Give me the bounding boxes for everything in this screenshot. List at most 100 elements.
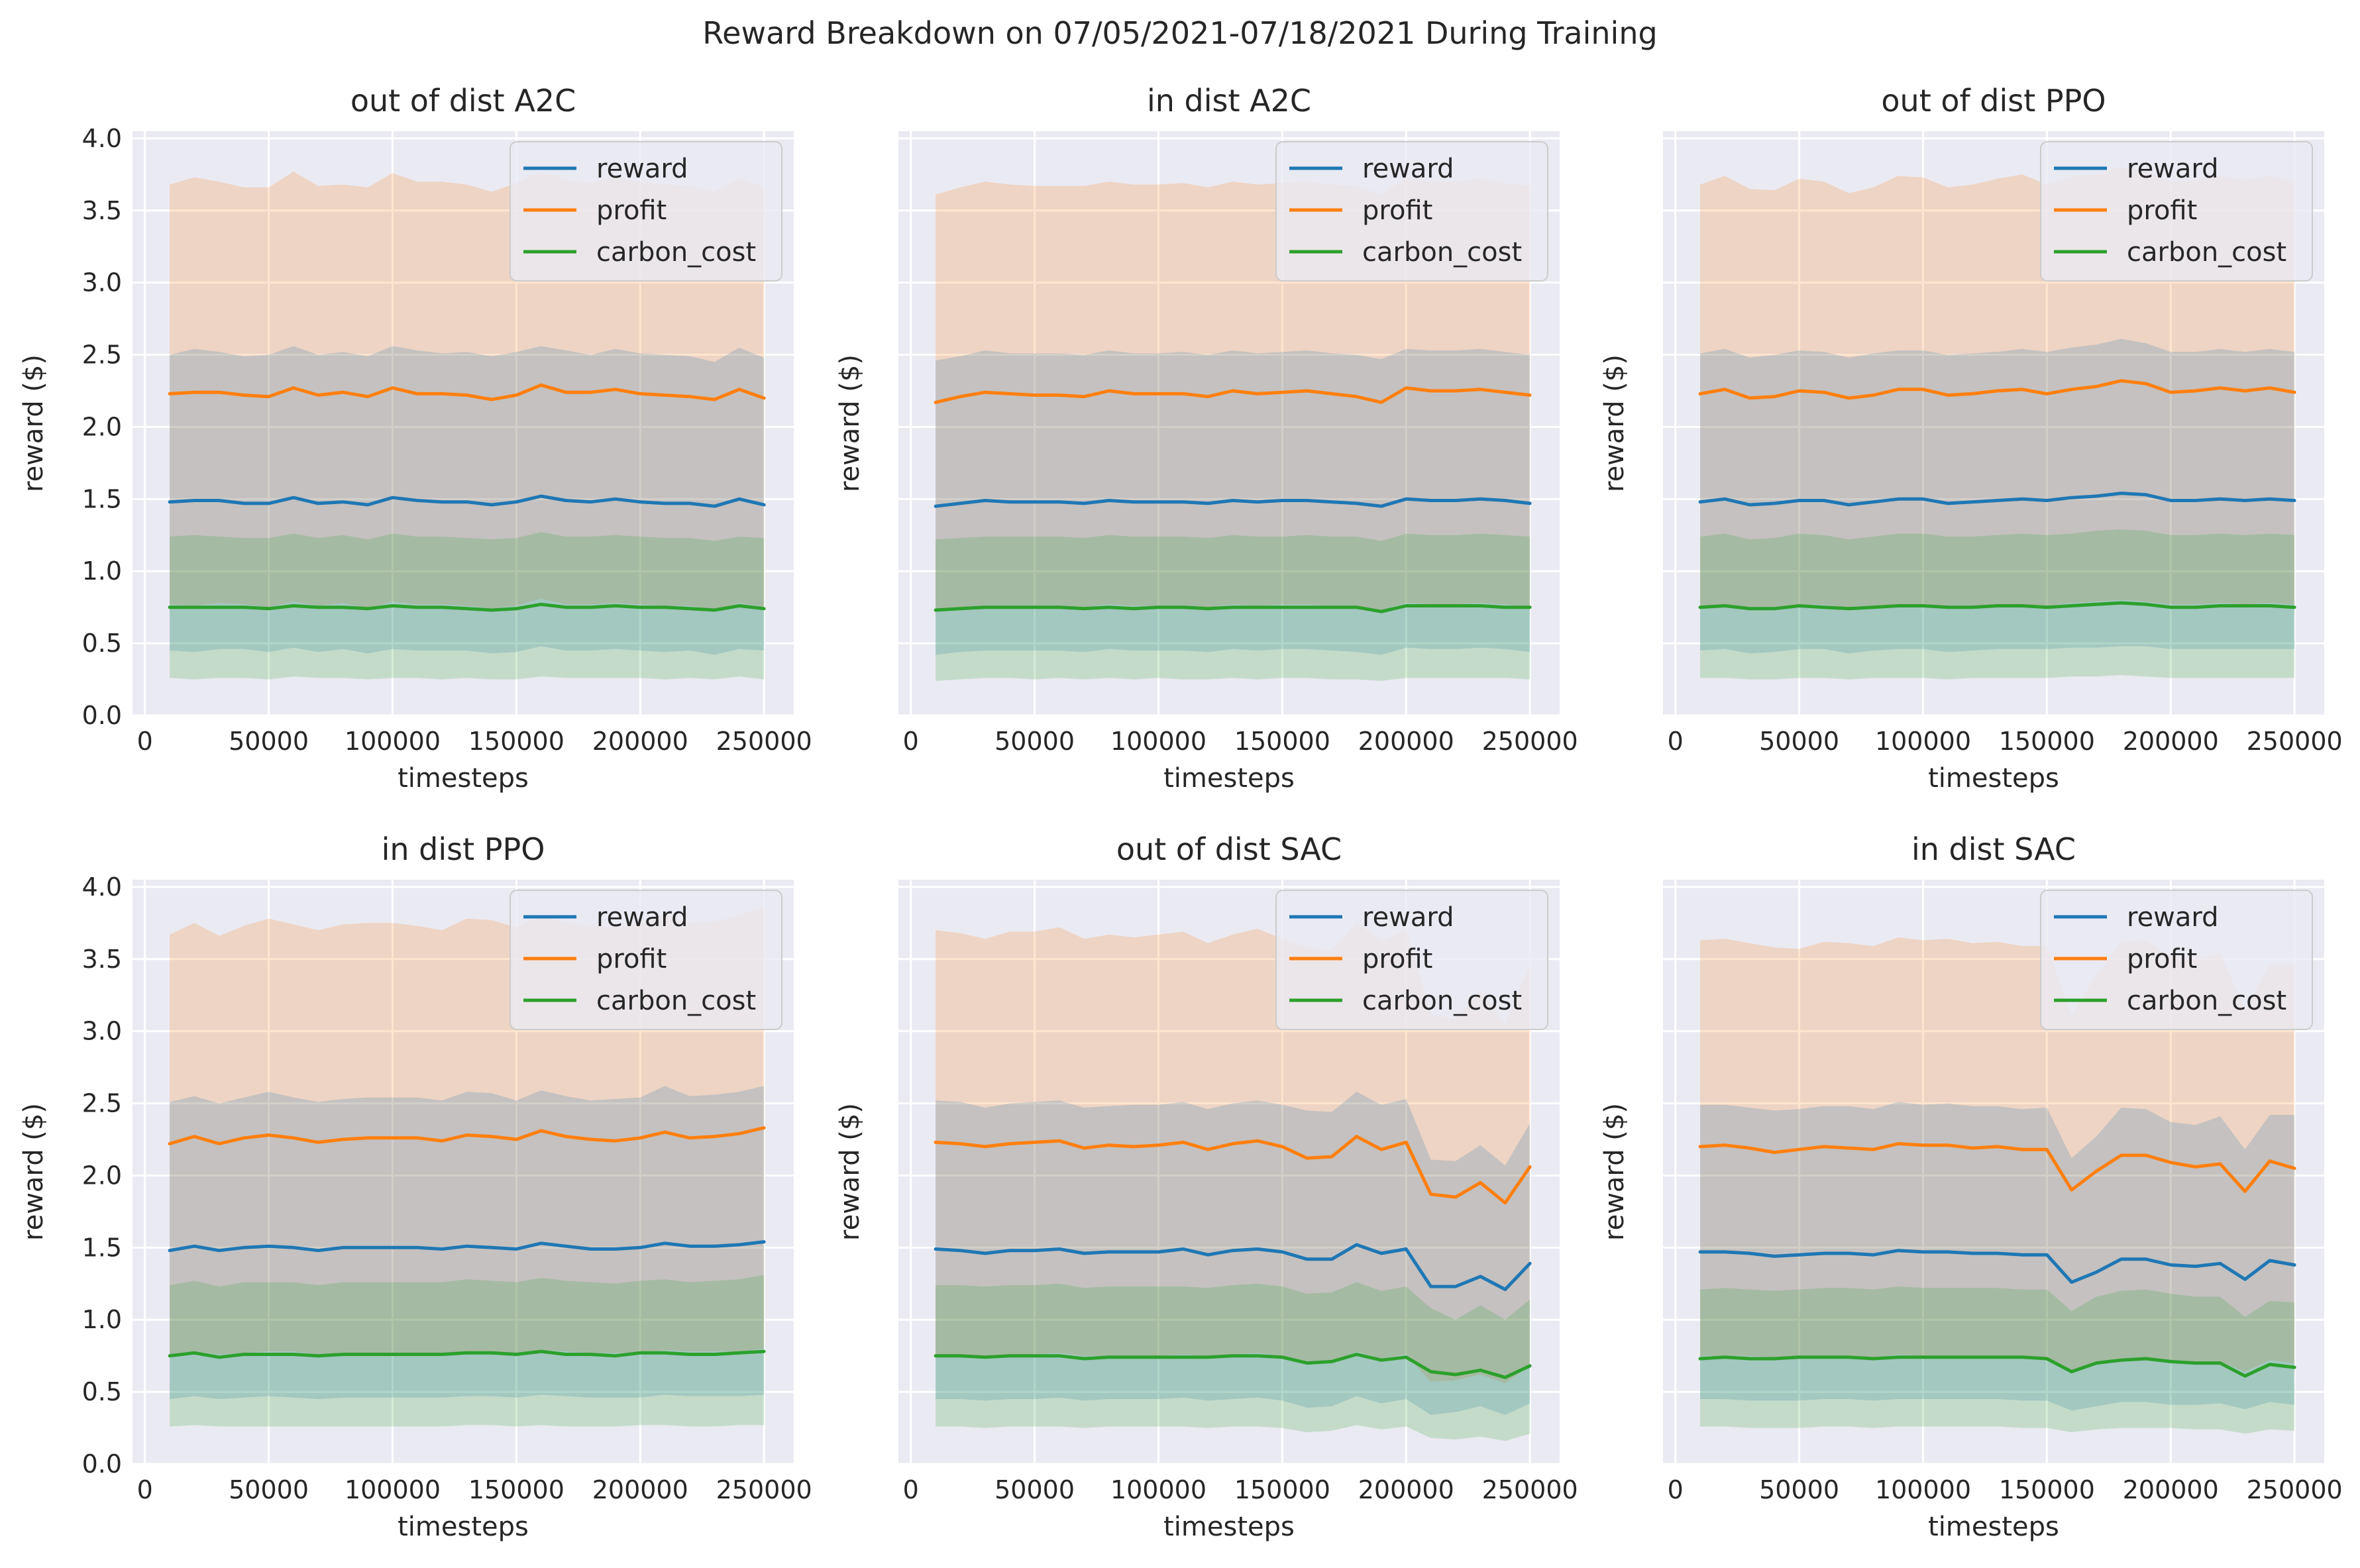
y-tick-label: 4.0 <box>82 124 122 153</box>
band-profit <box>936 923 1530 1383</box>
legend-label-profit: profit <box>2127 195 2197 226</box>
x-axis-label: timesteps <box>398 1512 529 1542</box>
x-tick-label: 150000 <box>1234 727 1330 756</box>
y-tick-label: 2.0 <box>82 1161 122 1190</box>
legend-label-reward: reward <box>2127 154 2219 184</box>
x-tick-label: 50000 <box>229 727 309 756</box>
y-tick-label: 2.5 <box>82 1089 122 1118</box>
band-carbon-cost <box>170 1275 765 1427</box>
line-reward <box>168 494 766 508</box>
legend-box <box>2040 141 2313 282</box>
x-axis-label: timesteps <box>1928 1512 2059 1542</box>
band-carbon-cost <box>936 1282 1530 1441</box>
y-tick-label: 3.5 <box>82 945 122 974</box>
x-tick-label: 150000 <box>468 1475 564 1504</box>
legend: reward profit carbon_cost <box>2040 890 2313 1030</box>
legend-label-reward: reward <box>1362 154 1454 184</box>
x-tick-label: 200000 <box>1358 727 1454 756</box>
band-reward <box>1700 339 2295 654</box>
subplot-1: 0 50000 100000 150000 200000 250000 0.0 0.5 1.0 1… <box>19 83 812 794</box>
legend-box <box>510 141 782 282</box>
legend-label-carbon-cost: carbon_cost <box>2127 237 2286 268</box>
subplot-2: 0 50000 100000 150000 200000 250000 in dist A2… <box>835 83 1578 794</box>
legend-label-reward: reward <box>596 902 688 933</box>
x-tick-label: 250000 <box>716 1475 812 1504</box>
x-tick-label: 250000 <box>1482 727 1578 756</box>
x-tick-label: 200000 <box>1358 1475 1454 1504</box>
legend-label-profit: profit <box>2127 944 2197 974</box>
line-carbon-cost <box>1698 1355 2296 1378</box>
y-tick-label: 4.0 <box>82 872 122 902</box>
x-tick-label: 150000 <box>468 727 564 756</box>
subplot-title: out of dist SAC <box>1116 831 1342 867</box>
line-carbon-cost <box>934 1353 1532 1379</box>
x-axis-label: timesteps <box>1928 763 2059 794</box>
line-profit <box>168 383 766 401</box>
band-carbon-cost <box>170 532 765 680</box>
x-tick-label: 0 <box>137 1475 153 1504</box>
y-tick-label: 2.0 <box>82 412 122 441</box>
legend-label-carbon-cost: carbon_cost <box>2127 986 2286 1016</box>
legend: reward profit carbon_cost <box>1275 141 1548 282</box>
y-tick-label: 0.5 <box>82 1377 122 1406</box>
figure-title: Reward Breakdown on 07/05/2021-07/18/202… <box>702 15 1657 51</box>
x-tick-label: 50000 <box>229 1475 309 1504</box>
x-tick-label: 150000 <box>1999 1475 2095 1504</box>
subplot-6: 0 50000 100000 150000 200000 250000 in dist SA… <box>1599 831 2343 1542</box>
line-reward <box>934 497 1532 508</box>
band-reward <box>1700 1102 2295 1411</box>
subplot-title: in dist PPO <box>382 831 545 867</box>
subplot-3: 0 50000 100000 150000 200000 250000 out of dis… <box>1599 83 2343 794</box>
subplot-title: out of dist PPO <box>1881 83 2106 119</box>
y-tick-label: 1.5 <box>82 1233 122 1262</box>
y-tick-label: 1.5 <box>82 484 122 513</box>
x-tick-label: 100000 <box>1875 1475 1971 1504</box>
y-axis-label: reward ($) <box>19 1103 49 1241</box>
legend-box <box>2040 890 2313 1030</box>
x-tick-label: 0 <box>1668 727 1684 756</box>
subplot-5: 0 50000 100000 150000 200000 250000 out of dis… <box>835 831 1578 1542</box>
subplot-title: in dist A2C <box>1147 83 1311 119</box>
y-tick-label: 3.0 <box>82 1017 122 1046</box>
x-tick-label: 100000 <box>1875 727 1971 756</box>
x-tick-label: 50000 <box>1759 1475 1839 1504</box>
subplot-title: out of dist A2C <box>350 83 576 119</box>
y-tick-label: 3.5 <box>82 196 122 225</box>
y-tick-label: 0.0 <box>82 1449 122 1479</box>
band-profit <box>1700 937 2295 1372</box>
legend-box <box>1275 141 1548 282</box>
legend-label-reward: reward <box>596 154 688 184</box>
legend-label-carbon-cost: carbon_cost <box>1362 237 1522 268</box>
legend-label-profit: profit <box>596 944 667 974</box>
x-tick-label: 0 <box>137 727 153 756</box>
y-axis-label: reward ($) <box>835 354 865 492</box>
x-tick-label: 250000 <box>2247 1475 2343 1504</box>
subplot-title: in dist SAC <box>1911 831 2076 867</box>
x-tick-label: 100000 <box>345 1475 441 1504</box>
legend: reward profit carbon_cost <box>2040 141 2313 282</box>
y-tick-label: 0.5 <box>82 629 122 658</box>
legend-box <box>1275 890 1548 1030</box>
subplot-grid: 0 50000 100000 150000 200000 250000 0.0 0.5 1.0 1… <box>19 83 2343 1542</box>
line-carbon-cost <box>168 1349 766 1359</box>
y-axis-label: reward ($) <box>19 354 49 492</box>
x-axis-label: timesteps <box>398 763 529 794</box>
x-tick-label: 250000 <box>1482 1475 1578 1504</box>
x-tick-label: 200000 <box>592 727 688 756</box>
band-carbon-cost <box>1700 1286 2295 1434</box>
y-axis-label: reward ($) <box>1599 1103 1630 1241</box>
y-tick-label: 1.0 <box>82 556 122 586</box>
x-tick-label: 200000 <box>592 1475 688 1504</box>
x-tick-label: 0 <box>903 727 919 756</box>
x-axis-label: timesteps <box>1163 1512 1295 1542</box>
x-axis-label: timesteps <box>1163 763 1295 794</box>
line-profit <box>934 386 1532 404</box>
legend-label-carbon-cost: carbon_cost <box>596 237 756 268</box>
legend-label-profit: profit <box>1362 944 1432 974</box>
subplot-4: 0 50000 100000 150000 200000 250000 0.0 0.5 1.0 1… <box>19 831 812 1542</box>
y-tick-label: 0.0 <box>82 701 122 730</box>
legend-label-carbon-cost: carbon_cost <box>596 986 756 1016</box>
x-tick-label: 250000 <box>2247 727 2343 756</box>
line-profit <box>1698 379 2296 400</box>
